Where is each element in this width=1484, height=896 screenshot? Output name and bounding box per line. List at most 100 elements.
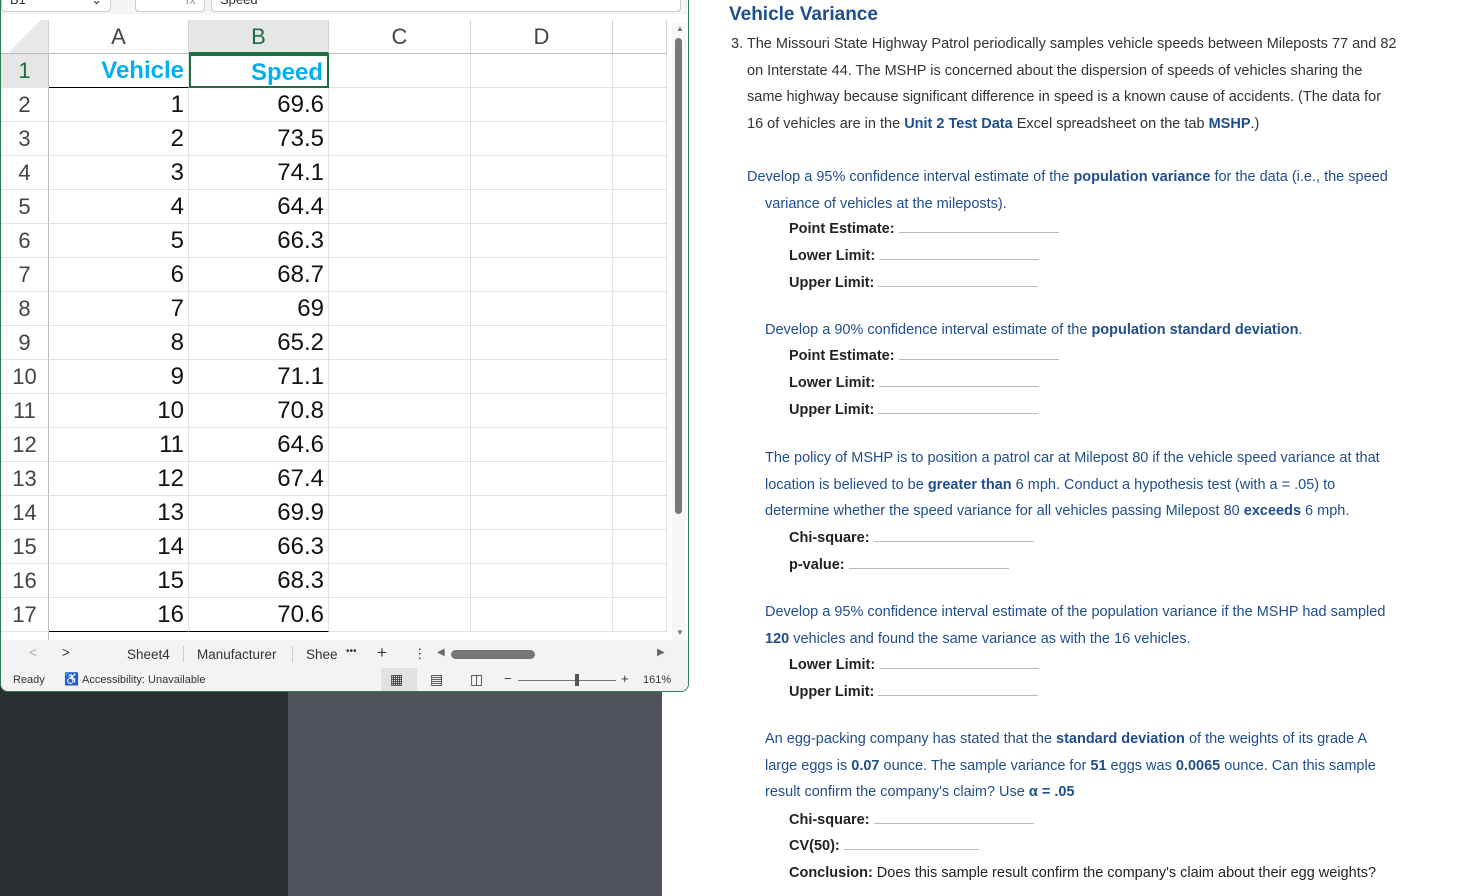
cell[interactable]: 6 [49, 258, 189, 292]
answer-blank[interactable] [843, 838, 979, 850]
cell[interactable]: 13 [49, 496, 189, 530]
cell[interactable] [329, 462, 471, 496]
answer-blank[interactable] [873, 530, 1034, 542]
row-header[interactable]: 6 [1, 224, 49, 258]
answer-blank[interactable] [848, 557, 1009, 569]
answer-blank[interactable] [878, 684, 1039, 696]
cell[interactable] [613, 156, 667, 190]
row-header[interactable]: 16 [1, 564, 49, 598]
answer-blank[interactable] [879, 375, 1040, 387]
cell[interactable] [613, 462, 667, 496]
cell[interactable] [613, 326, 667, 360]
scroll-up-icon[interactable]: ▲ [676, 24, 684, 33]
cell[interactable]: 64.6 [189, 428, 329, 462]
cell[interactable] [613, 428, 667, 462]
page-break-icon[interactable]: ◫ [470, 671, 484, 687]
cell[interactable]: 15 [49, 564, 189, 598]
row-header[interactable]: 17 [1, 598, 49, 632]
more-sheets-button[interactable]: ••• [346, 646, 357, 657]
cell[interactable]: 70.8 [189, 394, 329, 428]
row-header[interactable]: 13 [1, 462, 49, 496]
cell[interactable] [329, 326, 471, 360]
cell[interactable]: 69.9 [189, 496, 329, 530]
answer-blank[interactable] [898, 221, 1059, 233]
row-header[interactable]: 11 [1, 394, 49, 428]
cell[interactable] [329, 224, 471, 258]
cell[interactable] [329, 530, 471, 564]
cell[interactable]: Vehicle [49, 54, 189, 88]
prev-sheet-icon[interactable]: < [29, 645, 37, 660]
cell[interactable]: 68.3 [189, 564, 329, 598]
cell[interactable] [329, 360, 471, 394]
select-all-corner[interactable] [1, 20, 49, 54]
cell[interactable]: 5 [49, 224, 189, 258]
cell[interactable]: 73.5 [189, 122, 329, 156]
cell[interactable]: 9 [49, 360, 189, 394]
cell[interactable] [471, 598, 613, 632]
cell[interactable] [471, 394, 613, 428]
cell[interactable]: 16 [49, 598, 189, 632]
cell[interactable] [329, 598, 471, 632]
sheet-tab-manufacturer[interactable]: Manufacturer [197, 647, 277, 662]
row-header[interactable]: 1 [1, 54, 49, 88]
cell[interactable] [471, 156, 613, 190]
cell[interactable]: 69.6 [189, 88, 329, 122]
cell[interactable] [329, 428, 471, 462]
cell[interactable] [613, 224, 667, 258]
cell[interactable]: 70.6 [189, 598, 329, 632]
row-header[interactable]: 14 [1, 496, 49, 530]
cell[interactable] [613, 394, 667, 428]
zoom-slider[interactable] [518, 680, 616, 681]
cell[interactable]: 3 [49, 156, 189, 190]
row-header[interactable]: 9 [1, 326, 49, 360]
cell[interactable] [471, 292, 613, 326]
formula-input[interactable]: Speed [211, 0, 681, 12]
cell[interactable]: 7 [49, 292, 189, 326]
name-box[interactable]: B1⌄ [1, 0, 111, 12]
cell[interactable] [329, 190, 471, 224]
cell[interactable] [471, 122, 613, 156]
cell[interactable] [471, 564, 613, 598]
row-header[interactable]: 4 [1, 156, 49, 190]
cell[interactable] [329, 258, 471, 292]
zoom-slider-handle[interactable] [575, 674, 579, 686]
add-sheet-button[interactable]: + [377, 643, 387, 662]
answer-blank[interactable] [878, 275, 1039, 287]
cell[interactable] [471, 428, 613, 462]
scroll-right-icon[interactable]: ▶ [657, 647, 665, 658]
cell[interactable]: 66.3 [189, 530, 329, 564]
cell[interactable]: 2 [49, 122, 189, 156]
cell[interactable]: 69 [189, 292, 329, 326]
sheet-tab-sheet4[interactable]: Sheet4 [127, 647, 170, 662]
zoom-out-button[interactable]: − [504, 671, 512, 686]
cell[interactable] [613, 598, 667, 632]
row-header[interactable]: 7 [1, 258, 49, 292]
row-header[interactable]: 5 [1, 190, 49, 224]
cell[interactable] [329, 292, 471, 326]
cell[interactable]: 14 [49, 530, 189, 564]
cell[interactable] [613, 360, 667, 394]
cell[interactable] [613, 530, 667, 564]
fx-button[interactable]: fx [135, 0, 205, 12]
row-header[interactable]: 2 [1, 88, 49, 122]
cell[interactable] [471, 224, 613, 258]
cell[interactable] [329, 394, 471, 428]
cell[interactable] [613, 54, 667, 88]
zoom-in-button[interactable]: + [621, 671, 629, 686]
cell[interactable]: 74.1 [189, 156, 329, 190]
zoom-level[interactable]: 161% [643, 674, 672, 686]
cell[interactable] [471, 190, 613, 224]
cell[interactable]: 66.3 [189, 224, 329, 258]
row-header[interactable]: 8 [1, 292, 49, 326]
cell[interactable] [613, 496, 667, 530]
column-header[interactable] [613, 20, 667, 54]
horizontal-scroll-thumb[interactable] [451, 650, 535, 659]
answer-blank[interactable] [873, 812, 1034, 824]
column-header[interactable]: C [329, 20, 471, 54]
row-header[interactable]: 10 [1, 360, 49, 394]
cell[interactable] [329, 496, 471, 530]
cell[interactable]: 64.4 [189, 190, 329, 224]
row-header[interactable]: 3 [1, 122, 49, 156]
options-icon[interactable]: ⋮ [413, 646, 427, 661]
cell[interactable]: 67.4 [189, 462, 329, 496]
